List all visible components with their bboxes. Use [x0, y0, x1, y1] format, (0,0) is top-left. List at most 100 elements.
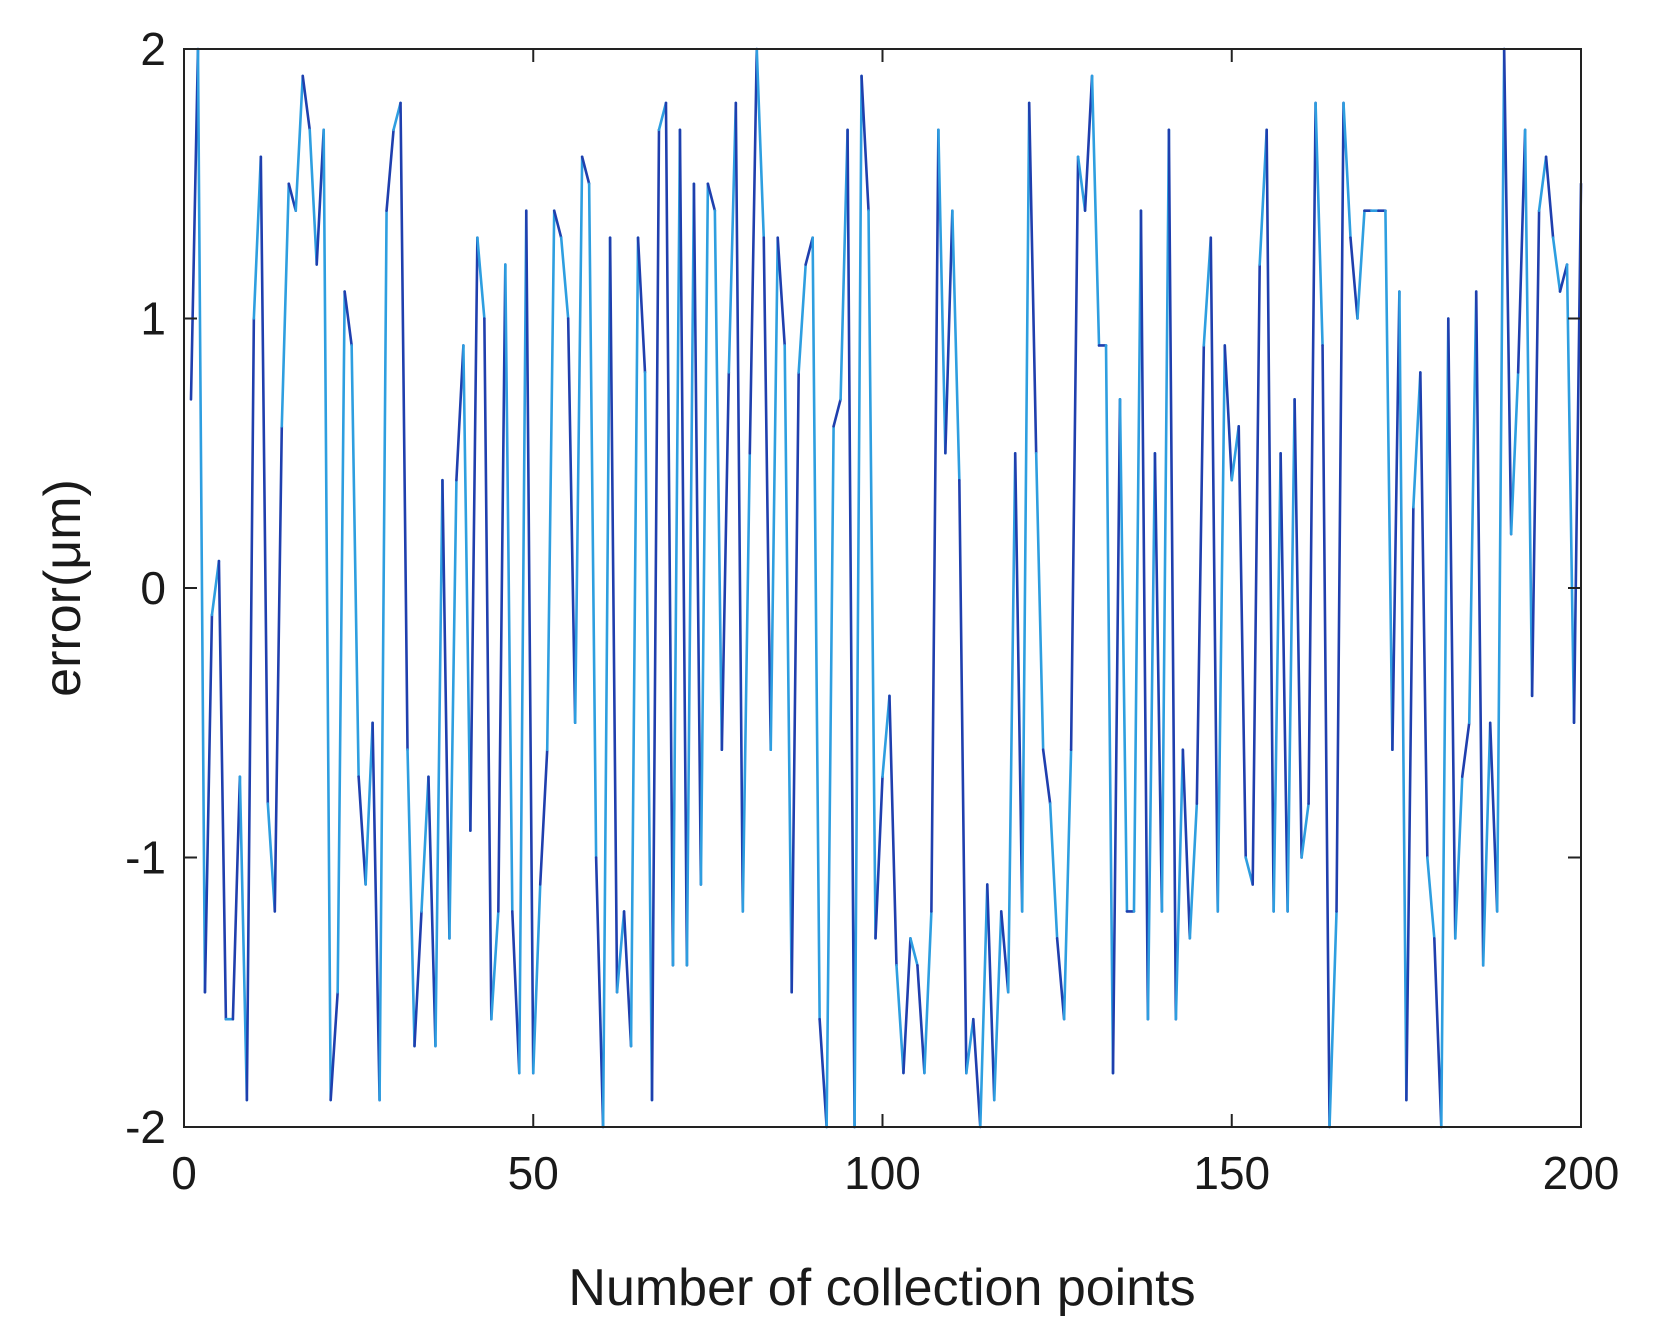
series-line-segment	[580, 155, 591, 186]
series-line-segment	[210, 559, 221, 617]
series-line-segment	[559, 236, 570, 320]
series-line-segment	[1272, 451, 1282, 913]
series-line-segment	[1258, 128, 1268, 266]
series-line-segment	[1537, 155, 1548, 212]
series-line-segment	[1034, 451, 1045, 752]
series-line-segment	[1349, 236, 1359, 320]
series-line-segment	[811, 236, 821, 1021]
y-tick-label: 0	[140, 562, 166, 614]
series-line-segment	[713, 209, 724, 752]
series-line-segment	[650, 128, 661, 1102]
series-line-segment	[1412, 371, 1422, 509]
series-line-segment	[448, 478, 458, 940]
series-line-segment	[329, 990, 339, 1102]
series-line-segment	[427, 775, 437, 1048]
series-line-segment	[818, 1017, 828, 1129]
series-line-segment	[734, 101, 745, 913]
series-line-segment	[1300, 802, 1310, 859]
series-line-segment	[881, 694, 891, 778]
series-line-segment	[1516, 128, 1527, 374]
series-line-segment	[937, 128, 947, 455]
series-line-segment	[1321, 344, 1331, 1129]
series-line-segment	[1384, 209, 1394, 752]
series-line-segment	[1502, 47, 1513, 536]
series-line-segment	[538, 748, 549, 886]
series-line-segment	[706, 182, 717, 212]
series-line-segment	[1216, 344, 1227, 913]
series-line-segment	[287, 182, 298, 212]
series-line-segment	[958, 478, 968, 1075]
x-tick-label: 100	[844, 1147, 921, 1199]
series-line-segment	[671, 128, 682, 967]
series-line-segment	[839, 128, 849, 401]
series-line-segment	[762, 236, 773, 752]
series-line-segment	[1153, 451, 1164, 913]
series-line-segment	[301, 74, 312, 132]
y-tick-label: 2	[140, 23, 166, 75]
series-line-segment	[1195, 344, 1206, 805]
series-line-segment	[692, 182, 703, 886]
series-line-segment	[1551, 236, 1562, 293]
series-line-segment	[985, 883, 996, 1102]
series-line-segment	[378, 209, 388, 1102]
series-line-segment	[853, 74, 863, 1129]
series-line-segment	[1474, 290, 1485, 967]
series-line-segment	[336, 290, 346, 994]
series-line-segment	[1237, 424, 1248, 859]
series-line-segment	[510, 910, 521, 1075]
series-line-segment	[1440, 317, 1450, 1129]
series-line-segment	[483, 317, 493, 1021]
series-line-segment	[1335, 101, 1345, 913]
series-line-segment	[1188, 802, 1199, 940]
series-line-segment	[1279, 451, 1289, 913]
series-line-segment	[1202, 236, 1213, 347]
series-line-segment	[1398, 290, 1408, 1102]
series-line-segment	[622, 910, 633, 1048]
series-line-segment	[643, 371, 654, 1102]
series-line-segment	[469, 236, 479, 832]
x-tick-label: 0	[171, 1147, 197, 1199]
series-line-segment	[1181, 748, 1192, 940]
series-line-segment	[951, 209, 961, 482]
series-line-segment	[259, 155, 270, 805]
series-line-segment	[1069, 155, 1080, 752]
series-line-segment	[594, 856, 605, 1129]
x-axis-label: Number of collection points	[568, 1259, 1195, 1317]
series-line-segment	[545, 209, 556, 752]
series-line-segment	[1523, 128, 1534, 698]
series-line-segment	[566, 317, 577, 725]
series-line-segment	[252, 155, 263, 320]
series-line-segment	[776, 236, 787, 347]
series-line-segment	[1251, 263, 1261, 886]
series-line-segment	[825, 424, 835, 1129]
series-line-segment	[972, 1017, 982, 1129]
series-line-segment	[1328, 910, 1338, 1129]
series-line-segment	[1223, 344, 1234, 482]
series-line-segment	[727, 101, 738, 374]
series-line-segment	[343, 290, 353, 347]
series-line-segment	[944, 209, 954, 455]
series-line-segment	[189, 47, 200, 401]
series-line-segment	[1572, 182, 1583, 725]
series-line-segment	[1314, 101, 1324, 347]
series-line-segment	[601, 236, 612, 1129]
series-line-segment	[1356, 209, 1366, 320]
series-line-segment	[524, 209, 535, 1075]
series-line-segment	[923, 910, 933, 1075]
series-line-segment	[895, 963, 905, 1075]
series-line-segment	[902, 937, 912, 1075]
axis-tick-labels: 0 50 100 150 200 2 1 0 -1 -2	[125, 23, 1619, 1199]
series-line-segment	[664, 101, 675, 967]
series-line-segment	[273, 424, 284, 913]
series-line-segment	[238, 775, 249, 1102]
series-line-segment	[434, 478, 444, 1048]
y-tick-label: -1	[125, 832, 166, 884]
series-line-segment	[748, 47, 759, 455]
series-line-segment	[504, 263, 514, 913]
series-line-segment	[1481, 721, 1492, 967]
series-line-segment	[1495, 47, 1506, 913]
series-line-segment	[978, 883, 989, 1129]
series-line-segment	[636, 236, 647, 374]
series-line-segment	[874, 775, 884, 940]
